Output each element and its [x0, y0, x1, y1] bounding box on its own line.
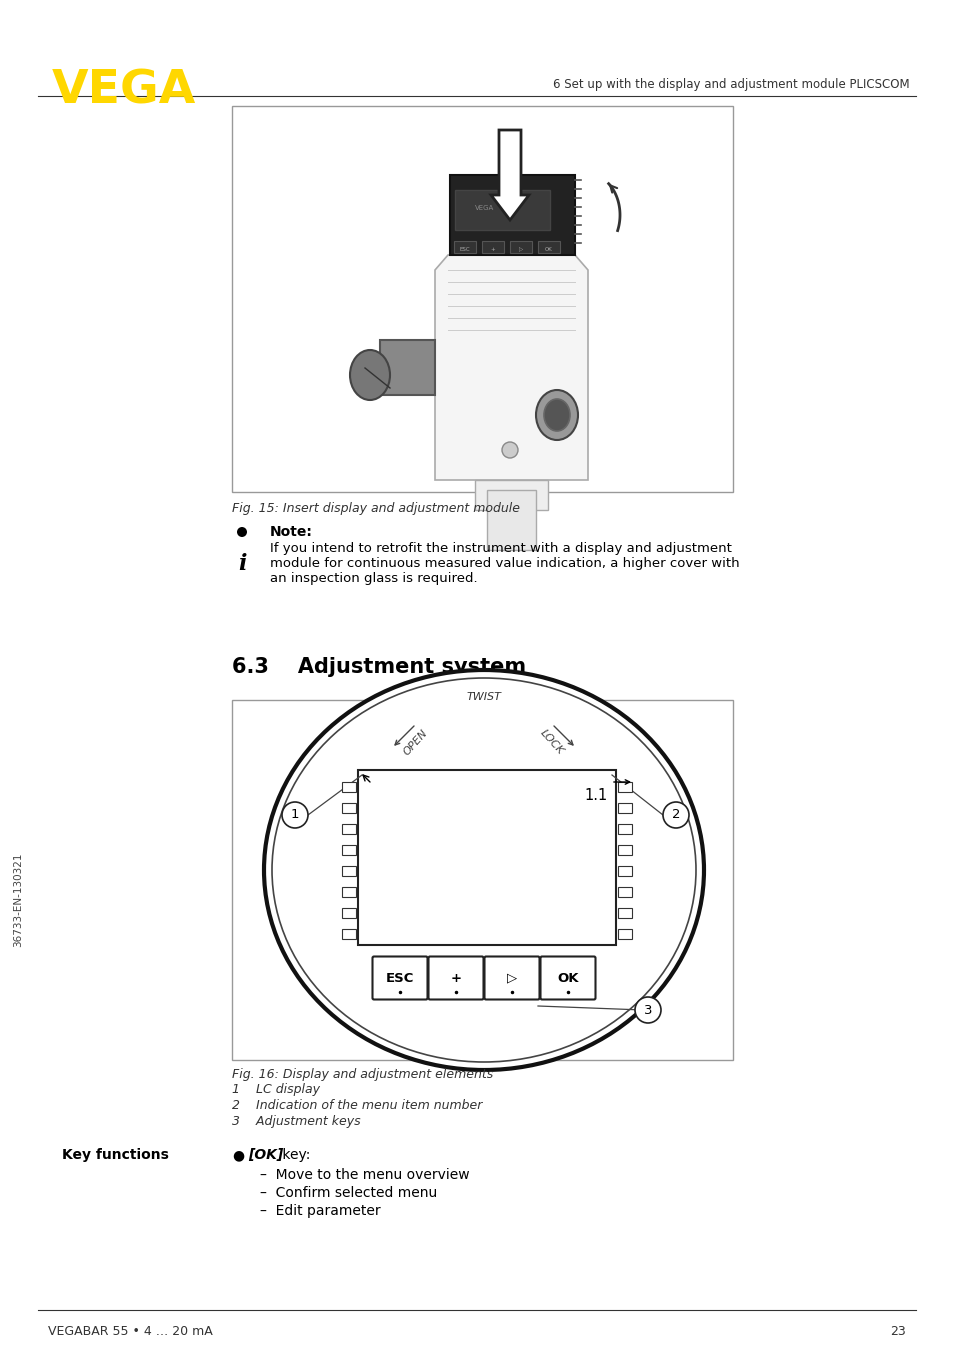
Ellipse shape [350, 349, 390, 399]
Bar [618, 803, 631, 812]
Bar [232, 700, 732, 1060]
Bar [481, 241, 503, 253]
Text: key:: key: [277, 1148, 310, 1162]
Text: OK: OK [557, 972, 578, 984]
Text: an inspection glass is required.: an inspection glass is required. [270, 571, 477, 585]
Text: 23: 23 [889, 1326, 905, 1338]
Text: 1    LC display: 1 LC display [232, 1083, 319, 1095]
Bar [618, 887, 631, 896]
Bar [618, 825, 631, 834]
Text: –  Edit parameter: – Edit parameter [260, 1204, 380, 1219]
Bar [341, 803, 355, 812]
Text: Fig. 16: Display and adjustment elements: Fig. 16: Display and adjustment elements [232, 1068, 493, 1080]
Bar [618, 783, 631, 792]
Text: 36733-EN-130321: 36733-EN-130321 [13, 853, 23, 948]
Text: VEGA: VEGA [475, 204, 494, 211]
Ellipse shape [501, 441, 517, 458]
Text: OK: OK [544, 246, 553, 252]
Circle shape [282, 802, 308, 829]
Text: module for continuous measured value indication, a higher cover with: module for continuous measured value ind… [270, 556, 739, 570]
Bar [341, 867, 355, 876]
FancyBboxPatch shape [372, 956, 427, 999]
Bar [486, 490, 536, 550]
Bar [341, 887, 355, 896]
Text: ▷: ▷ [518, 246, 522, 252]
Bar [618, 867, 631, 876]
Text: LOCK: LOCK [537, 728, 565, 757]
Text: 3: 3 [643, 1003, 652, 1017]
Bar [454, 241, 476, 253]
Text: +: + [490, 246, 495, 252]
Bar [357, 770, 616, 945]
Text: 6 Set up with the display and adjustment module PLICSCOM: 6 Set up with the display and adjustment… [553, 79, 909, 91]
Circle shape [662, 802, 688, 829]
Bar [510, 241, 532, 253]
Bar [455, 190, 550, 230]
FancyBboxPatch shape [484, 956, 539, 999]
Ellipse shape [264, 670, 703, 1070]
Bar [618, 909, 631, 918]
Text: 6.3    Adjustment system: 6.3 Adjustment system [232, 657, 525, 677]
Circle shape [635, 997, 660, 1024]
FancyArrow shape [491, 130, 529, 219]
Bar [341, 783, 355, 792]
Text: ESC: ESC [459, 246, 470, 252]
Text: VEGABAR 55 • 4 … 20 mA: VEGABAR 55 • 4 … 20 mA [48, 1326, 213, 1338]
Text: Key functions: Key functions [62, 1148, 169, 1162]
Text: Note:: Note: [270, 525, 313, 539]
Ellipse shape [536, 390, 578, 440]
Bar [341, 845, 355, 854]
Text: 2    Indication of the menu item number: 2 Indication of the menu item number [232, 1099, 482, 1112]
Polygon shape [475, 481, 547, 510]
Text: OPEN: OPEN [401, 728, 430, 758]
Text: ▷: ▷ [506, 972, 517, 984]
Bar [232, 106, 732, 492]
Text: 1.1: 1.1 [584, 788, 607, 803]
Bar [341, 929, 355, 940]
Bar [450, 175, 575, 255]
Bar [537, 241, 559, 253]
Text: ●: ● [232, 1148, 244, 1162]
Circle shape [236, 527, 247, 538]
Bar [341, 825, 355, 834]
Bar [618, 845, 631, 854]
Text: 3    Adjustment keys: 3 Adjustment keys [232, 1114, 360, 1128]
FancyBboxPatch shape [540, 956, 595, 999]
Text: ESC: ESC [385, 972, 414, 984]
Bar [618, 929, 631, 940]
Text: –  Confirm selected menu: – Confirm selected menu [260, 1186, 436, 1200]
Text: –  Move to the menu overview: – Move to the menu overview [260, 1169, 469, 1182]
Bar [341, 909, 355, 918]
Bar [379, 340, 435, 395]
Text: i: i [237, 552, 246, 575]
Text: 1: 1 [291, 808, 299, 822]
Text: Fig. 15: Insert display and adjustment module: Fig. 15: Insert display and adjustment m… [232, 502, 519, 515]
FancyBboxPatch shape [428, 956, 483, 999]
Text: TWIST: TWIST [466, 692, 501, 701]
Text: +: + [450, 972, 461, 984]
Ellipse shape [543, 399, 569, 431]
Text: If you intend to retrofit the instrument with a display and adjustment: If you intend to retrofit the instrument… [270, 542, 731, 555]
Text: VEGA: VEGA [52, 68, 196, 112]
Text: 2: 2 [671, 808, 679, 822]
Text: [OK]: [OK] [248, 1148, 283, 1162]
Polygon shape [435, 255, 587, 481]
